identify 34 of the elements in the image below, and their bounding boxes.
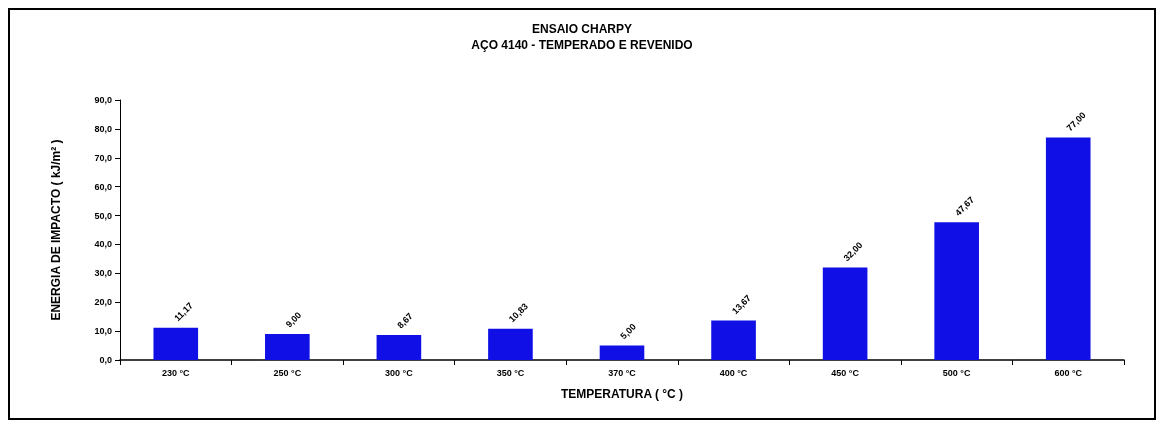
y-tick-label: 50,0 [94,210,112,221]
bar [376,334,422,360]
bar [599,345,645,360]
x-tick-label: 230 °C [161,367,191,378]
bar [488,328,533,360]
y-tick-label: 90,0 [94,95,112,105]
bar [934,222,979,360]
x-tick-label: 400 °C [719,367,748,378]
data-label: 5,00 [618,321,638,342]
chart-title: ENSAIO CHARPY [531,22,633,36]
x-tick-label: 300 °C [385,367,414,378]
y-tick-label: 70,0 [94,152,112,163]
y-axis-title: ENERGIA DE IMPACTO ( kJ/m² ) [49,139,63,321]
y-tick-label: 80,0 [94,123,112,134]
x-tick-label: 450 °C [831,367,860,378]
bar [1045,137,1091,360]
x-tick-label: 370 °C [608,367,637,378]
y-tick-label: 0,0 [99,355,112,365]
y-tick-label: 20,0 [94,297,112,308]
x-tick-label: 500 °C [942,367,971,378]
y-tick-label: 60,0 [94,181,112,192]
y-tick-label: 10,0 [94,326,112,337]
bar [711,320,756,360]
x-tick-label: 350 °C [496,367,525,378]
x-axis-title: TEMPERATURA ( °C ) [560,387,684,401]
data-label: 9,00 [283,310,304,330]
bar [822,267,868,360]
y-tick-label: 30,0 [94,268,112,279]
x-tick-label: 600 °C [1054,367,1083,378]
chart-subtitle: AÇO 4140 - TEMPERADO E REVENIDO [471,38,693,52]
x-tick-label: 250 °C [273,367,302,378]
y-tick-label: 40,0 [94,239,112,250]
bar [153,327,199,360]
bar [265,334,310,360]
